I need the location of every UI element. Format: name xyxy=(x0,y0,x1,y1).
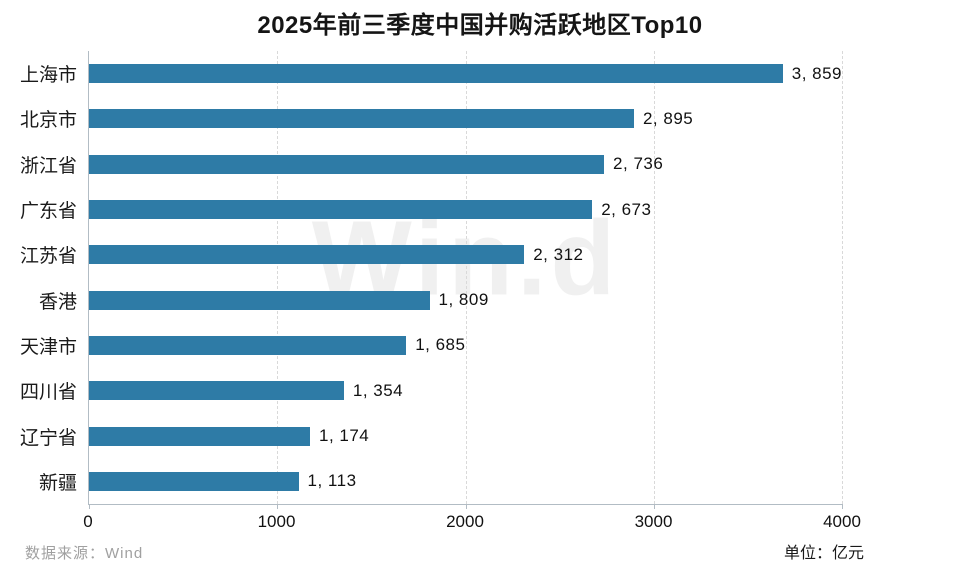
bar-row: 辽宁省 1, 174 xyxy=(20,413,842,458)
plot-area: Win.d 上海市 3, 859 北京市 2, 895 浙江省 2, 736 广东省 2, 6… xyxy=(20,51,843,509)
bar-row: 新疆 1, 113 xyxy=(39,459,842,504)
bar xyxy=(89,381,344,401)
axis-tick xyxy=(277,504,279,509)
unit-label: 单位：亿元 xyxy=(783,545,864,562)
bar xyxy=(89,290,430,310)
value-label: 1, 685 xyxy=(415,335,466,355)
category-label: 上海市 xyxy=(19,65,77,87)
axis-tick xyxy=(653,504,655,509)
axis-tick xyxy=(465,504,467,509)
value-label: 2, 895 xyxy=(642,108,694,128)
value-label: 1, 809 xyxy=(438,290,489,310)
bar xyxy=(89,154,605,174)
x-tick-label: 4000 xyxy=(823,512,861,531)
category-label: 北京市 xyxy=(19,110,77,132)
category-label: 广东省 xyxy=(19,201,77,223)
category-label: 江苏省 xyxy=(19,246,77,268)
x-tick-label: 2000 xyxy=(446,512,484,531)
category-label: 新疆 xyxy=(38,472,77,494)
x-tick-label: 3000 xyxy=(634,512,673,531)
value-label: 2, 673 xyxy=(601,199,652,219)
value-label: 2, 736 xyxy=(613,154,664,174)
bar-row: 广东省 2, 673 xyxy=(20,187,842,232)
value-label: 1, 113 xyxy=(307,471,357,491)
value-label: 2, 312 xyxy=(533,244,584,264)
bar-row: 香港 1, 809 xyxy=(39,277,842,322)
category-label: 香港 xyxy=(38,291,77,313)
bar xyxy=(89,471,299,491)
bar-row: 上海市 3, 859 xyxy=(20,51,842,96)
x-tick-label: 1000 xyxy=(257,512,296,531)
value-label: 1, 174 xyxy=(319,426,370,446)
axis-tick xyxy=(842,504,843,509)
bar xyxy=(89,109,634,129)
chart-page: 2025年前三季度中国并购活跃地区Top10 Win.d 上海市 3, 859 北京… xyxy=(20,12,864,562)
category-label: 浙江省 xyxy=(19,155,77,177)
bar-chart: Win.d 上海市 3, 859 北京市 2, 895 浙江省 2, 736 广东省 2, 6… xyxy=(20,51,843,509)
bar xyxy=(89,200,593,220)
gridline xyxy=(653,51,655,504)
category-label: 四川省 xyxy=(19,382,77,404)
gridline xyxy=(465,51,467,504)
bar-row: 天津市 1, 685 xyxy=(20,323,842,368)
gridline xyxy=(277,51,279,504)
value-label: 1, 354 xyxy=(352,380,404,400)
bar-row: 江苏省 2, 312 xyxy=(20,232,842,277)
axis-tick xyxy=(89,504,90,509)
bar-row: 四川省 1, 354 xyxy=(20,368,842,413)
x-axis-tick-labels: 0 1000 2000 3000 4000 xyxy=(83,505,861,531)
chart-title: 2025年前三季度中国并购活跃地区Top10 xyxy=(257,12,703,39)
category-label: 辽宁省 xyxy=(19,427,77,449)
x-tick-label: 0 xyxy=(83,512,93,531)
data-source-label: 数据来源：Wind xyxy=(25,545,144,562)
bars-area: 上海市 3, 859 北京市 2, 895 浙江省 2, 736 广东省 2, 673 江苏省 2… xyxy=(20,51,842,504)
gridline xyxy=(842,51,843,504)
bar xyxy=(89,245,525,265)
value-label: 3, 859 xyxy=(791,63,842,83)
bar xyxy=(89,335,407,355)
gridlines-layer xyxy=(89,51,843,509)
bar xyxy=(89,426,310,446)
bar-row: 浙江省 2, 736 xyxy=(20,142,842,187)
footer: 数据来源：Wind 单位：亿元 xyxy=(25,539,864,563)
category-label: 天津市 xyxy=(19,336,77,358)
bar-row: 北京市 2, 895 xyxy=(20,96,842,141)
bar xyxy=(89,64,783,84)
